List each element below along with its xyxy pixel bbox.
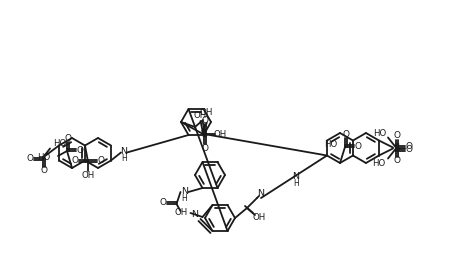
Text: S: S	[393, 143, 399, 154]
Text: N: N	[292, 172, 300, 181]
Text: HO: HO	[372, 159, 385, 168]
Text: O: O	[342, 130, 350, 139]
Text: O: O	[202, 143, 208, 153]
Text: N: N	[181, 188, 188, 197]
Text: O: O	[159, 198, 166, 207]
Text: O: O	[394, 131, 400, 140]
Text: OH: OH	[200, 109, 213, 118]
Text: OH: OH	[252, 212, 266, 221]
Text: H: H	[121, 154, 127, 163]
Text: O: O	[405, 145, 413, 154]
Text: HO: HO	[324, 140, 337, 148]
Text: O: O	[77, 146, 84, 155]
Text: OH: OH	[213, 130, 227, 139]
Text: O: O	[71, 156, 79, 165]
Text: N: N	[257, 190, 265, 198]
Text: H: H	[293, 179, 299, 188]
Text: O: O	[394, 156, 400, 165]
Text: HO: HO	[53, 139, 66, 148]
Text: O: O	[40, 166, 48, 175]
Text: O: O	[202, 116, 208, 125]
Text: N: N	[191, 211, 198, 219]
Text: O: O	[26, 154, 34, 163]
Text: OH: OH	[175, 208, 188, 218]
Text: S: S	[393, 142, 399, 153]
Text: HO: HO	[373, 129, 386, 138]
Text: H: H	[182, 195, 188, 204]
Text: O: O	[98, 156, 104, 165]
Text: OH: OH	[194, 111, 207, 120]
Text: O: O	[405, 142, 413, 151]
Text: OH: OH	[81, 171, 94, 180]
Text: HO: HO	[37, 153, 50, 162]
Text: O: O	[64, 133, 71, 142]
Text: O: O	[355, 141, 361, 150]
Text: S: S	[201, 129, 207, 139]
Text: N: N	[120, 147, 128, 156]
